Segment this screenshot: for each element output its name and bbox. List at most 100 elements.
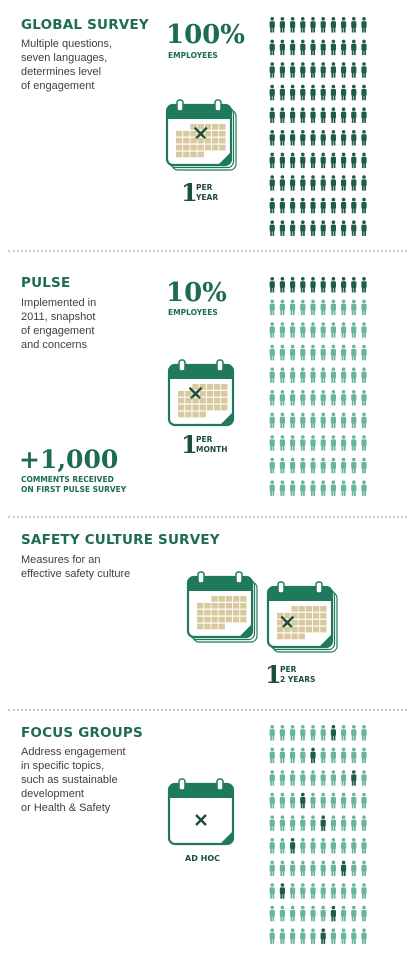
person-icon [300,725,306,741]
person-icon [330,838,336,854]
person-icon [279,457,285,474]
person-icon [330,905,336,922]
person-icon [341,322,347,338]
person-icon [351,152,357,169]
person-icon [351,883,357,899]
person-icon [341,62,347,78]
person-icon [351,344,357,361]
person-icon [330,883,336,899]
person-icon [300,344,306,361]
person-icon [269,152,275,169]
person-icon [279,838,285,854]
person-icon [351,39,357,56]
person-icon [290,322,296,338]
person-icon [330,84,336,101]
person-icon [320,412,326,429]
person-icon [361,480,367,496]
person-icon [290,928,296,944]
person-icon [269,390,275,406]
person-icon [361,220,367,236]
person-icon [341,905,347,922]
person-icon [310,770,316,786]
person-icon [269,815,275,831]
people-grid [269,725,367,944]
calendar-icon [186,571,258,643]
comments-value: +1,000 [19,445,119,474]
person-icon [290,747,296,764]
person-icon [320,770,326,786]
person-icon [320,860,326,877]
person-icon [300,792,306,809]
person-icon [310,792,316,809]
person-icon [341,107,347,123]
person-icon [341,480,347,496]
person-icon [330,62,336,78]
person-icon [269,107,275,123]
person-icon [269,928,275,944]
frequency-label: AD HOC [185,854,220,863]
person-icon [351,412,357,429]
person-icon [279,197,285,214]
person-icon [341,197,347,214]
person-icon [341,17,347,33]
person-icon [290,39,296,56]
person-icon [290,62,296,78]
person-icon [330,322,336,338]
person-icon [341,412,347,429]
person-icon [279,883,285,899]
person-icon [290,905,296,922]
person-icon [279,84,285,101]
person-icon [361,322,367,338]
person-icon [290,84,296,101]
section-title: SAFETY CULTURE SURVEY [21,532,220,548]
person-icon [279,344,285,361]
person-icon [269,367,275,383]
person-icon [269,299,275,316]
person-icon [361,457,367,474]
person-icon [290,435,296,451]
person-icon [320,17,326,33]
person-icon [351,277,357,293]
person-icon [290,390,296,406]
person-icon [361,770,367,786]
person-icon [351,725,357,741]
person-icon [341,792,347,809]
person-icon [320,175,326,191]
person-icon [310,344,316,361]
person-icon [320,277,326,293]
person-icon [290,457,296,474]
person-icon [310,39,316,56]
person-icon [330,299,336,316]
section-divider [8,709,407,711]
calendar-icon [266,581,338,653]
person-icon [361,84,367,101]
person-icon [279,152,285,169]
person-icon [290,175,296,191]
person-icon [330,390,336,406]
person-icon [310,197,316,214]
person-icon [279,322,285,338]
person-icon [279,62,285,78]
person-icon [361,838,367,854]
person-icon [351,457,357,474]
frequency-number: 1 [181,430,198,459]
person-icon [341,130,347,146]
person-icon [310,84,316,101]
person-icon [341,39,347,56]
person-icon [351,770,357,786]
comments-label: COMMENTS RECEIVED ON FIRST PULSE SURVEY [21,475,127,494]
person-icon [310,17,316,33]
person-icon [290,130,296,146]
person-icon [290,883,296,899]
person-icon [300,412,306,429]
person-icon [361,435,367,451]
person-icon [361,815,367,831]
person-icon [351,905,357,922]
person-icon [320,457,326,474]
person-icon [279,747,285,764]
section-description: Implemented in 2011, snapshot of engagem… [21,297,97,351]
section-description: Multiple questions, seven languages, det… [21,38,113,92]
person-icon [320,725,326,741]
person-icon [320,928,326,944]
person-icon [310,62,316,78]
